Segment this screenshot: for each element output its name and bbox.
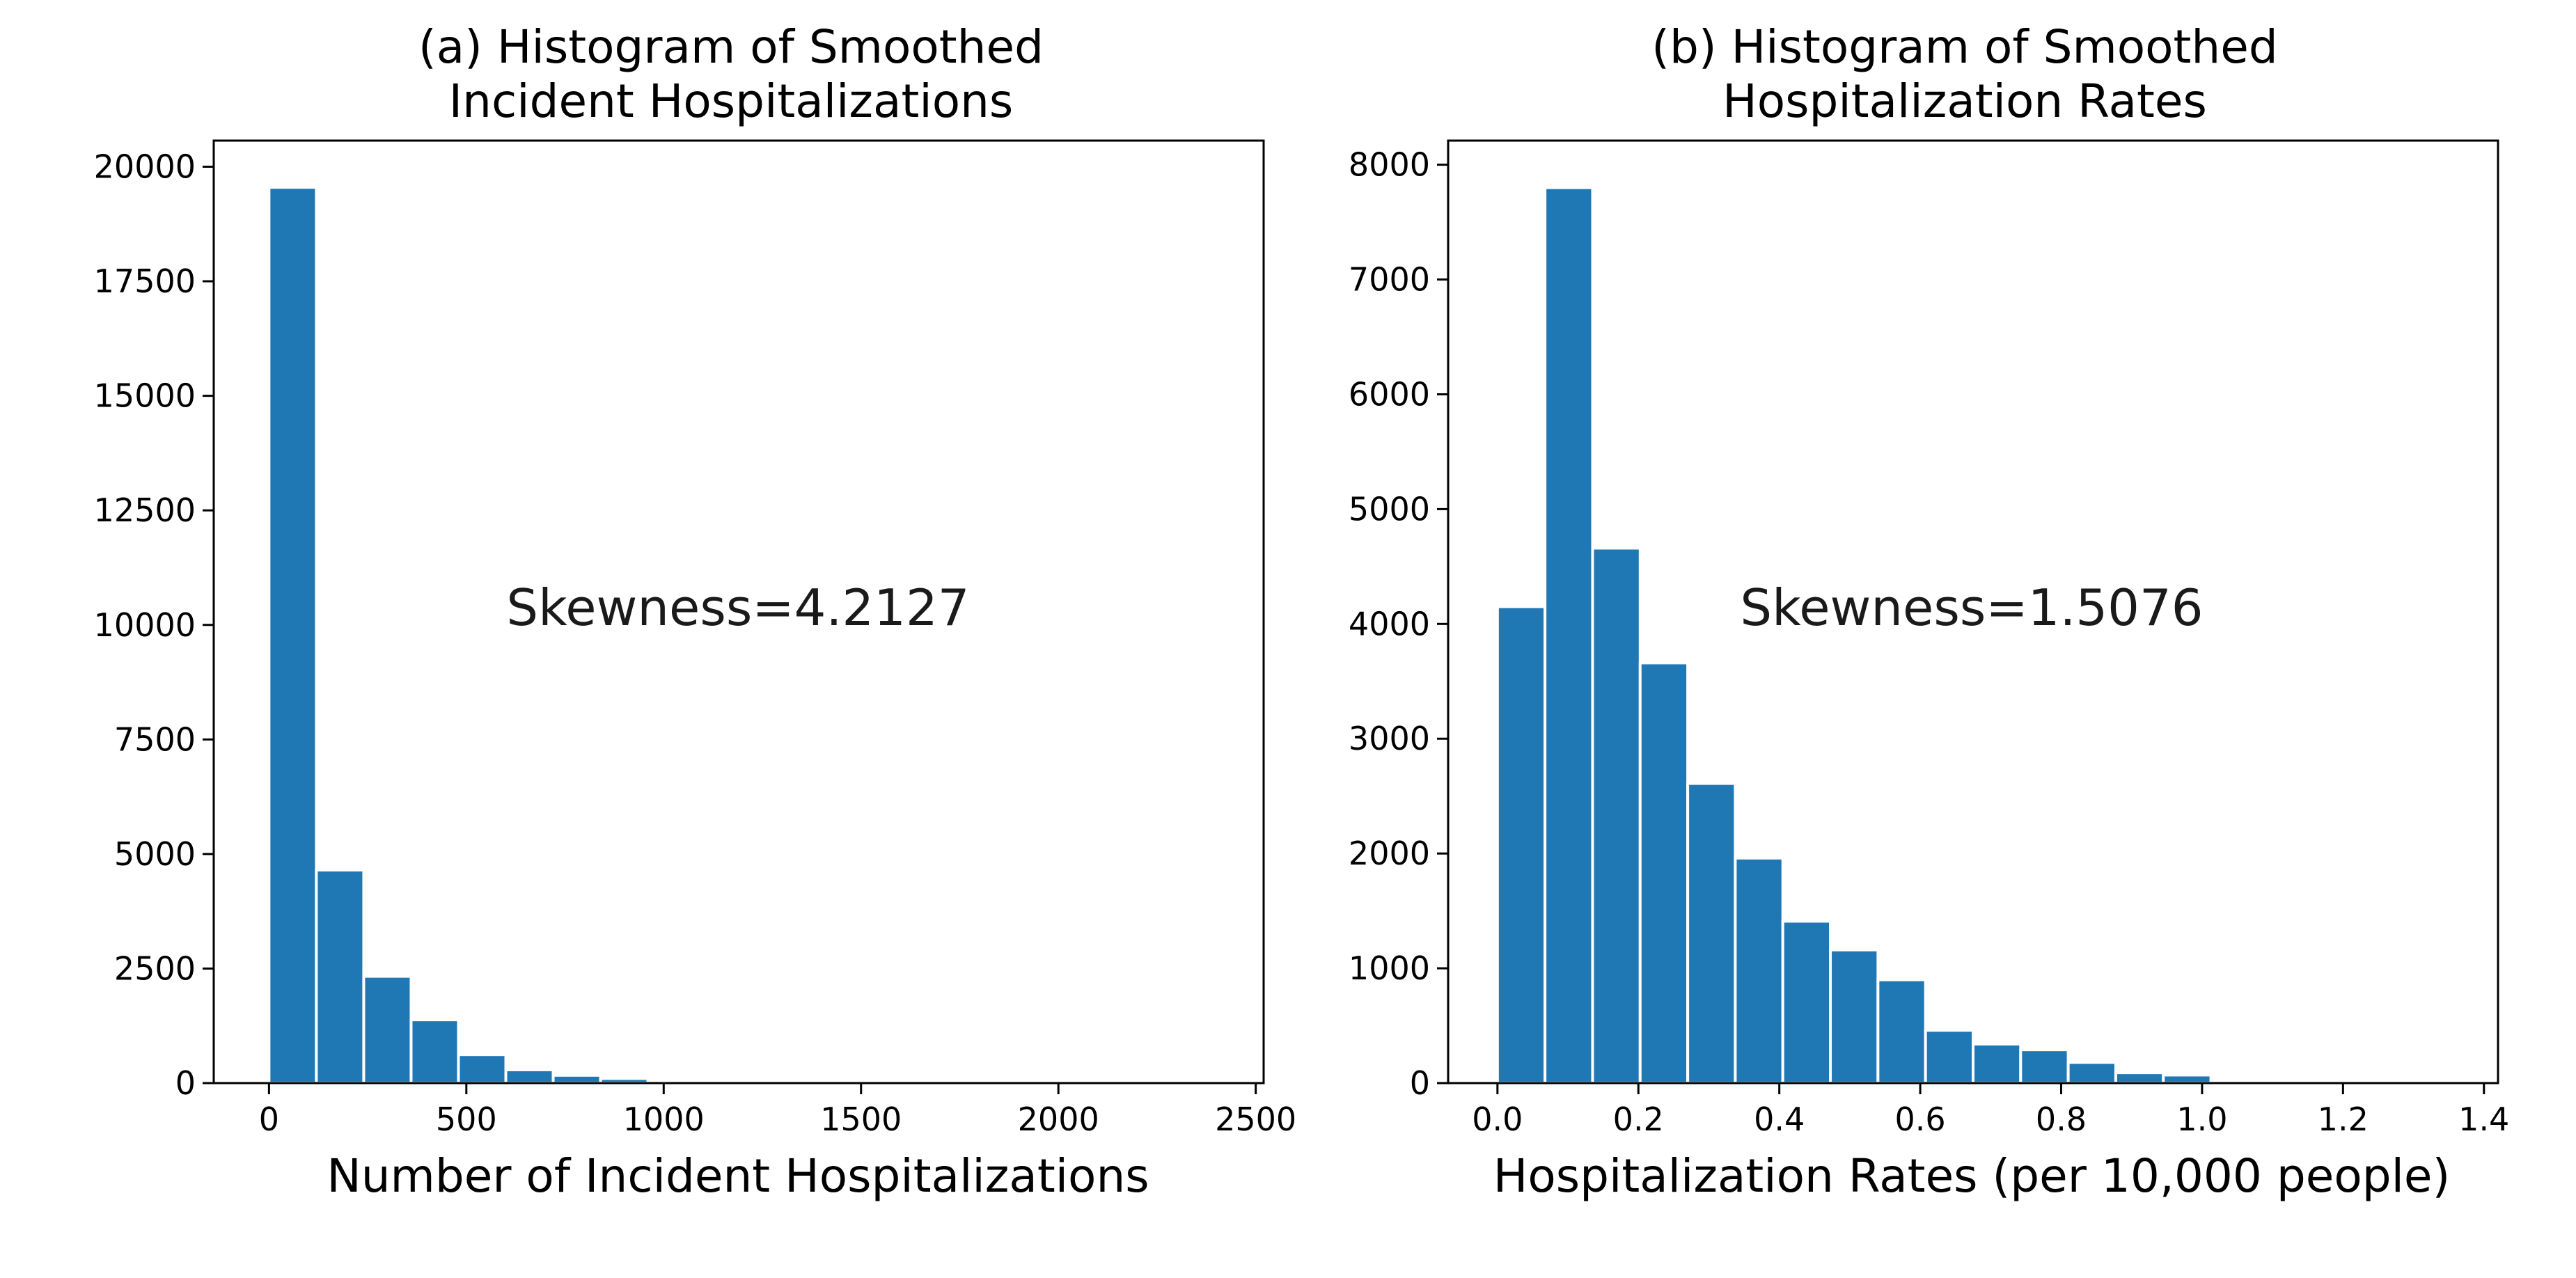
panel-a-x-tick-label: 2000 bbox=[1018, 1100, 1099, 1138]
panel-b-skewness-annotation: Skewness=1.5076 bbox=[1740, 578, 2203, 637]
panel-a-x-tick-label: 0 bbox=[259, 1100, 279, 1138]
panel-a-bar-5 bbox=[504, 1068, 555, 1084]
panel-b-x-axis-label: Hospitalization Rates (per 10,000 people… bbox=[1493, 1149, 2451, 1203]
panel-b-x-tick-label: 0.4 bbox=[1754, 1100, 1805, 1138]
panel-b-y-tick-label: 4000 bbox=[1349, 605, 1430, 642]
panel-a-bar-4 bbox=[457, 1053, 508, 1084]
panel-b-bar-11 bbox=[2019, 1048, 2070, 1085]
panel-b-x-tick-label: 1.4 bbox=[2458, 1100, 2509, 1138]
panel-a-bar-1 bbox=[315, 868, 366, 1084]
panel-a-title-line-1: (a) Histogram of Smoothed bbox=[418, 20, 1044, 74]
panel-b-bar-9 bbox=[1924, 1029, 1975, 1085]
panel-b-bar-4 bbox=[1686, 782, 1737, 1084]
panel-a-y-tick-label: 12500 bbox=[94, 491, 196, 529]
panel-a-y-tick-label: 15000 bbox=[94, 377, 196, 415]
panel-a-x-tick-label: 500 bbox=[436, 1100, 497, 1138]
panel-a-bar-3 bbox=[409, 1018, 460, 1084]
panel-b-y-tick-label: 5000 bbox=[1349, 490, 1430, 528]
panel-a-bar-6 bbox=[551, 1073, 602, 1085]
panel-a-x-tick-label: 1500 bbox=[820, 1100, 902, 1138]
panel-b-title-line-1: (b) Histogram of Smoothed bbox=[1651, 20, 2277, 74]
panel-b-x-axis: 0.0 0.2 0.4 0.6 0.8 1.0 1.2 1.4 bbox=[1472, 1083, 2509, 1138]
panel-a-y-tick-label: 10000 bbox=[94, 606, 196, 644]
panel-b-y-tick-label: 1000 bbox=[1349, 949, 1430, 987]
panel-b-x-tick-label: 0.6 bbox=[1895, 1100, 1946, 1138]
panel-b-title-line-2: Hospitalization Rates bbox=[1722, 74, 2207, 128]
panel-a-y-tick-label: 0 bbox=[175, 1064, 196, 1102]
panel-b-bar-7 bbox=[1829, 948, 1880, 1085]
panel-a-y-tick-label: 20000 bbox=[94, 148, 196, 186]
panel-a-y-tick-label: 5000 bbox=[114, 835, 196, 873]
panel-a-bars bbox=[267, 186, 1218, 1085]
panel-a-x-axis-label: Number of Incident Hospitalizations bbox=[327, 1149, 1149, 1203]
panel-a-x-tick-label: 1000 bbox=[623, 1100, 705, 1138]
panel-a-plot-frame bbox=[212, 139, 1265, 1084]
panel-b-bar-5 bbox=[1734, 856, 1784, 1084]
panel-b-y-tick-label: 2000 bbox=[1349, 835, 1430, 872]
panel-a-y-tick-label: 2500 bbox=[114, 949, 196, 987]
panel-b-plot-frame bbox=[1447, 139, 2499, 1084]
panel-b-y-tick-label: 3000 bbox=[1349, 720, 1430, 757]
panel-b-x-tick-label: 0.2 bbox=[1613, 1100, 1664, 1138]
panel-b-bar-14 bbox=[2162, 1073, 2213, 1085]
panel-a-bar-0 bbox=[267, 186, 318, 1084]
panel-a-y-tick-label: 7500 bbox=[114, 720, 196, 758]
panel-b-bar-12 bbox=[2066, 1061, 2117, 1084]
panel-b-x-tick-label: 0.0 bbox=[1472, 1100, 1523, 1138]
panel-b-y-tick-label: 8000 bbox=[1349, 146, 1430, 184]
panel-b-y-tick-label: 7000 bbox=[1349, 261, 1430, 299]
panel-a-title-line-2: Incident Hospitalizations bbox=[449, 74, 1014, 128]
panel-hospitalization-rates: (b) Histogram of Smoothed Hospitalizatio… bbox=[1349, 20, 2509, 1203]
panel-b-y-tick-label: 0 bbox=[1410, 1064, 1430, 1102]
panel-a-bar-2 bbox=[362, 975, 413, 1084]
panel-b-y-axis: 0 1000 2000 3000 4000 5000 6000 7000 8000 bbox=[1349, 146, 1448, 1102]
panel-b-bar-2 bbox=[1591, 546, 1642, 1084]
panel-b-bar-0 bbox=[1495, 605, 1547, 1084]
panel-b-bar-3 bbox=[1638, 661, 1690, 1084]
panel-b-x-tick-label: 1.2 bbox=[2318, 1100, 2369, 1138]
panel-b-bar-6 bbox=[1781, 920, 1832, 1085]
panel-b-x-tick-label: 0.8 bbox=[2036, 1100, 2087, 1138]
panel-incident-hospitalizations: (a) Histogram of Smoothed Incident Hospi… bbox=[94, 20, 1297, 1203]
panel-b-y-tick-label: 6000 bbox=[1349, 375, 1430, 413]
panel-a-x-axis: 0 500 1000 1500 2000 2500 bbox=[259, 1083, 1296, 1138]
panel-a-x-tick-label: 2500 bbox=[1215, 1100, 1296, 1138]
panel-b-x-tick-label: 1.0 bbox=[2176, 1100, 2227, 1138]
panel-b-bar-8 bbox=[1876, 978, 1927, 1085]
panel-a-y-tick-label: 17500 bbox=[94, 262, 196, 300]
panel-a-skewness-annotation: Skewness=4.2127 bbox=[506, 578, 969, 637]
panel-b-bar-10 bbox=[1972, 1042, 2023, 1084]
panel-a-y-axis: 0 2500 5000 7500 10000 12500 15000 17500 20000 bbox=[94, 148, 214, 1102]
panel-b-bars bbox=[1495, 186, 2451, 1085]
panel-b-bar-1 bbox=[1544, 186, 1594, 1084]
panel-b-bar-13 bbox=[2114, 1071, 2165, 1084]
